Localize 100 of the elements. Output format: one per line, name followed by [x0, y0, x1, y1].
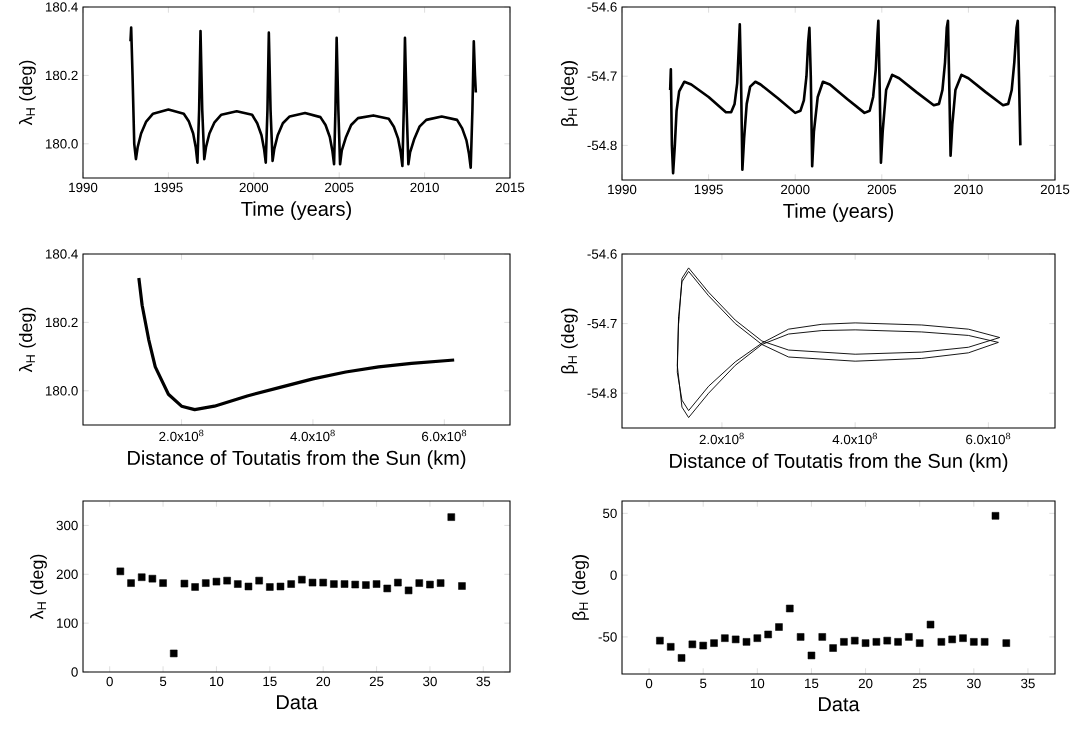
point	[383, 584, 391, 593]
point	[351, 580, 359, 589]
point	[677, 654, 686, 662]
x-tick-label: 1990	[608, 184, 637, 195]
point	[159, 579, 167, 587]
point	[894, 638, 902, 646]
x-axis-title: Data	[819, 697, 860, 712]
y-tick-label: -50	[598, 632, 617, 642]
point	[937, 638, 946, 646]
point	[447, 513, 456, 521]
point	[883, 636, 891, 645]
line-series	[676, 267, 1001, 419]
point	[688, 640, 697, 649]
y-tick-label: -54.6	[587, 249, 617, 259]
point	[710, 639, 718, 647]
x-tick-label: 6.0x10$^{8}$	[422, 429, 467, 442]
point	[980, 638, 989, 646]
point	[840, 638, 848, 646]
y-tick-label: -54.8	[587, 388, 617, 398]
x-axis-title: Time (years)	[241, 201, 351, 220]
point	[287, 580, 295, 588]
x-tick-label: 2015	[1040, 184, 1070, 195]
point	[970, 638, 978, 646]
x-axis-title: Time (years)	[783, 203, 893, 222]
y-tick-label: 180.2	[45, 317, 78, 328]
x-axis-title: Distance of Toutatis from the Sun (km)	[128, 450, 466, 469]
point	[721, 634, 729, 642]
x-tick-label: 2010	[954, 184, 983, 195]
point	[404, 586, 413, 595]
y-tick-label: 180.2	[45, 70, 78, 81]
x-tick-label: 20	[858, 678, 873, 689]
point	[796, 633, 805, 641]
y-tick-label: 100	[57, 618, 78, 628]
x-axis-title: Data	[277, 695, 318, 710]
x-tick-label: 20	[316, 676, 331, 687]
y-tick-label: -54.7	[587, 71, 617, 81]
y-tick-label: 180.4	[45, 2, 78, 12]
point	[319, 578, 327, 587]
point	[915, 639, 924, 647]
x-tick-label: 0	[645, 678, 653, 689]
point	[959, 634, 967, 642]
x-tick-label: 4.0x10$^{8}$	[290, 429, 335, 442]
point	[308, 578, 317, 587]
point	[191, 583, 199, 591]
point	[137, 573, 146, 581]
point	[807, 651, 816, 660]
y-tick-label: 200	[56, 569, 78, 579]
point	[851, 636, 859, 645]
point	[372, 580, 381, 588]
point	[426, 580, 434, 589]
y-tick-label: 300	[56, 520, 78, 531]
x-tick-label: 30	[423, 676, 437, 687]
y-axis-title: λ$_{H}$ (deg)	[18, 60, 36, 126]
y-axis-title: λ$_{H}$ (deg)	[30, 554, 47, 620]
point	[861, 639, 870, 647]
x-tick-label: 1995	[694, 184, 723, 195]
y-tick-label: -54.7	[587, 318, 617, 329]
x-tick-label: 1995	[154, 182, 183, 193]
point	[330, 580, 338, 588]
y-tick-label: 50	[603, 508, 617, 519]
point	[775, 623, 783, 631]
x-tick-label: 10	[210, 676, 224, 687]
point	[991, 512, 1000, 520]
x-tick-label: 2015	[495, 182, 525, 193]
line-series	[129, 26, 478, 170]
point	[948, 635, 956, 644]
point	[170, 649, 178, 658]
point	[1002, 639, 1011, 647]
x-tick-label: 15	[263, 676, 277, 687]
y-axis-title: β$_{H}$ (deg)	[560, 308, 578, 374]
x-tick-label: 10	[750, 678, 765, 689]
y-tick-label: 0	[610, 570, 617, 580]
point	[127, 579, 135, 587]
point	[212, 577, 221, 586]
x-tick-label: 5	[700, 678, 707, 689]
point	[276, 582, 285, 591]
x-tick-label: 2005	[867, 184, 897, 195]
point	[244, 582, 253, 591]
y-axis-title: λ$_{H}$ (deg)	[18, 307, 36, 373]
point	[458, 582, 466, 590]
x-tick-label: 2000	[239, 182, 269, 193]
point	[753, 634, 762, 642]
y-tick-label: 0	[71, 667, 78, 677]
point	[362, 581, 370, 589]
point	[436, 579, 445, 587]
y-tick-label: 180.0	[45, 386, 78, 396]
point	[926, 620, 935, 629]
point	[818, 633, 827, 641]
point	[180, 579, 189, 588]
x-tick-label: 35	[476, 676, 491, 687]
point	[298, 575, 306, 584]
x-tick-label: 30	[966, 678, 981, 689]
x-tick-label: 0	[106, 676, 113, 687]
x-tick-label: 5	[159, 676, 167, 687]
point	[202, 579, 210, 587]
point	[764, 630, 772, 639]
y-tick-label: -54.6	[587, 2, 617, 12]
y-tick-label: -54.8	[587, 140, 617, 151]
line-series	[137, 276, 456, 412]
point	[116, 567, 125, 576]
